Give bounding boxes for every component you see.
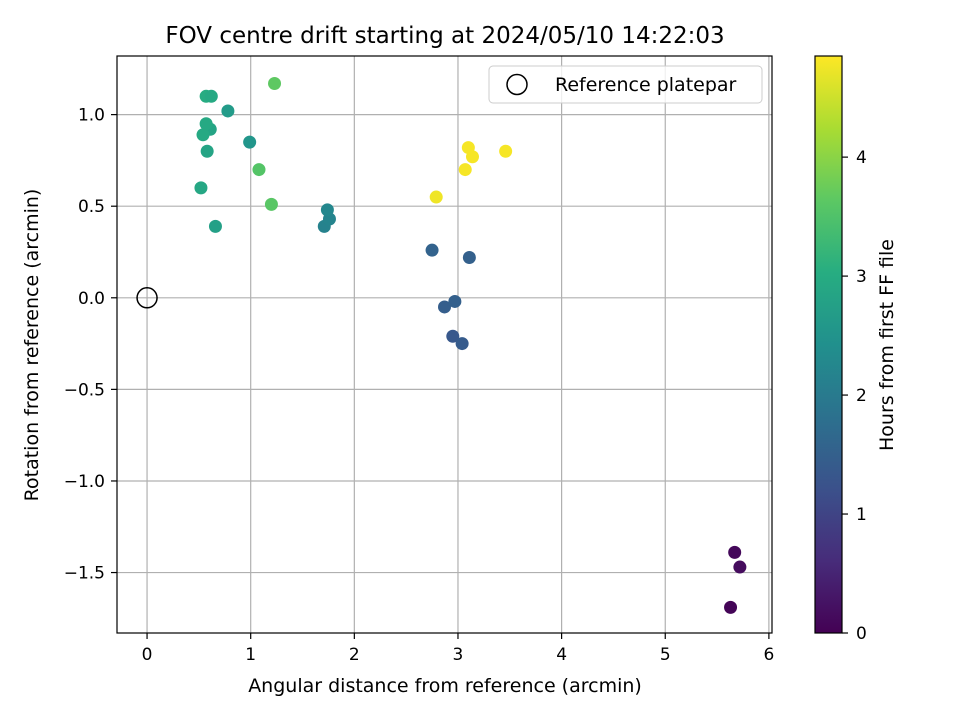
colorbar-gradient (814, 55, 843, 634)
data-point (199, 117, 213, 131)
colorbar-label: Hours from first FF file (876, 239, 898, 451)
x-tick-label: 4 (556, 645, 567, 665)
colorbar-tick-label: 4 (856, 148, 867, 168)
colorbar: 0 1 2 3 4 (814, 55, 867, 644)
data-point (243, 135, 257, 149)
y-tick-label: −0.5 (64, 380, 105, 400)
colorbar-tick-label: 2 (856, 386, 867, 406)
data-point (204, 89, 218, 103)
data-point (724, 600, 738, 614)
data-point (194, 181, 208, 195)
data-point (448, 294, 462, 308)
legend-reference-label: Reference platepar (555, 74, 737, 96)
data-point (499, 144, 513, 158)
data-point (465, 150, 479, 164)
chart-title: FOV centre drift starting at 2024/05/10 … (165, 23, 724, 49)
data-point (252, 163, 266, 177)
data-point (200, 144, 214, 158)
data-point (208, 219, 222, 233)
x-axis-label: Angular distance from reference (arcmin) (248, 675, 642, 697)
x-tick-label: 0 (142, 645, 153, 665)
y-tick-label: 1.0 (78, 106, 105, 126)
data-point (221, 104, 235, 118)
data-point (733, 560, 747, 574)
plot-frame (116, 55, 773, 634)
y-tick-label: −1.0 (64, 472, 105, 492)
x-tick-label: 2 (349, 645, 360, 665)
legend-reference-marker (506, 73, 528, 96)
data-point (462, 250, 476, 264)
colorbar-tick-label: 0 (856, 624, 867, 644)
data-point (438, 300, 451, 314)
x-tick-label: 5 (660, 645, 671, 665)
colorbar-tick-label: 1 (856, 505, 867, 525)
legend: Reference platepar (488, 65, 763, 104)
data-point (320, 203, 334, 217)
y-axis-label: Rotation from reference (arcmin) (21, 189, 43, 502)
data-point (728, 545, 742, 559)
reference-marker (136, 287, 158, 309)
legend-box (488, 65, 763, 104)
data-point (446, 329, 460, 343)
x-tick-label: 3 (453, 645, 464, 665)
plot-area-border (116, 55, 773, 634)
data-point (264, 197, 278, 211)
axis-ticks: 0 1 2 3 4 5 6 1.0 0.5 0.0 −0.5 −1.0 −1.5 (64, 106, 775, 665)
x-tick-label: 6 (763, 645, 774, 665)
y-tick-label: 0.5 (78, 197, 105, 217)
colorbar-tick-label: 3 (856, 267, 867, 287)
data-points (136, 76, 747, 614)
x-tick-label: 1 (245, 645, 256, 665)
data-point (425, 243, 439, 257)
y-tick-label: −1.5 (64, 564, 105, 584)
data-point (458, 163, 472, 177)
y-tick-label: 0.0 (78, 289, 105, 309)
data-point (268, 76, 282, 90)
data-point (196, 128, 210, 142)
data-point (429, 190, 443, 204)
data-point (455, 337, 469, 351)
grid-lines (117, 56, 772, 633)
